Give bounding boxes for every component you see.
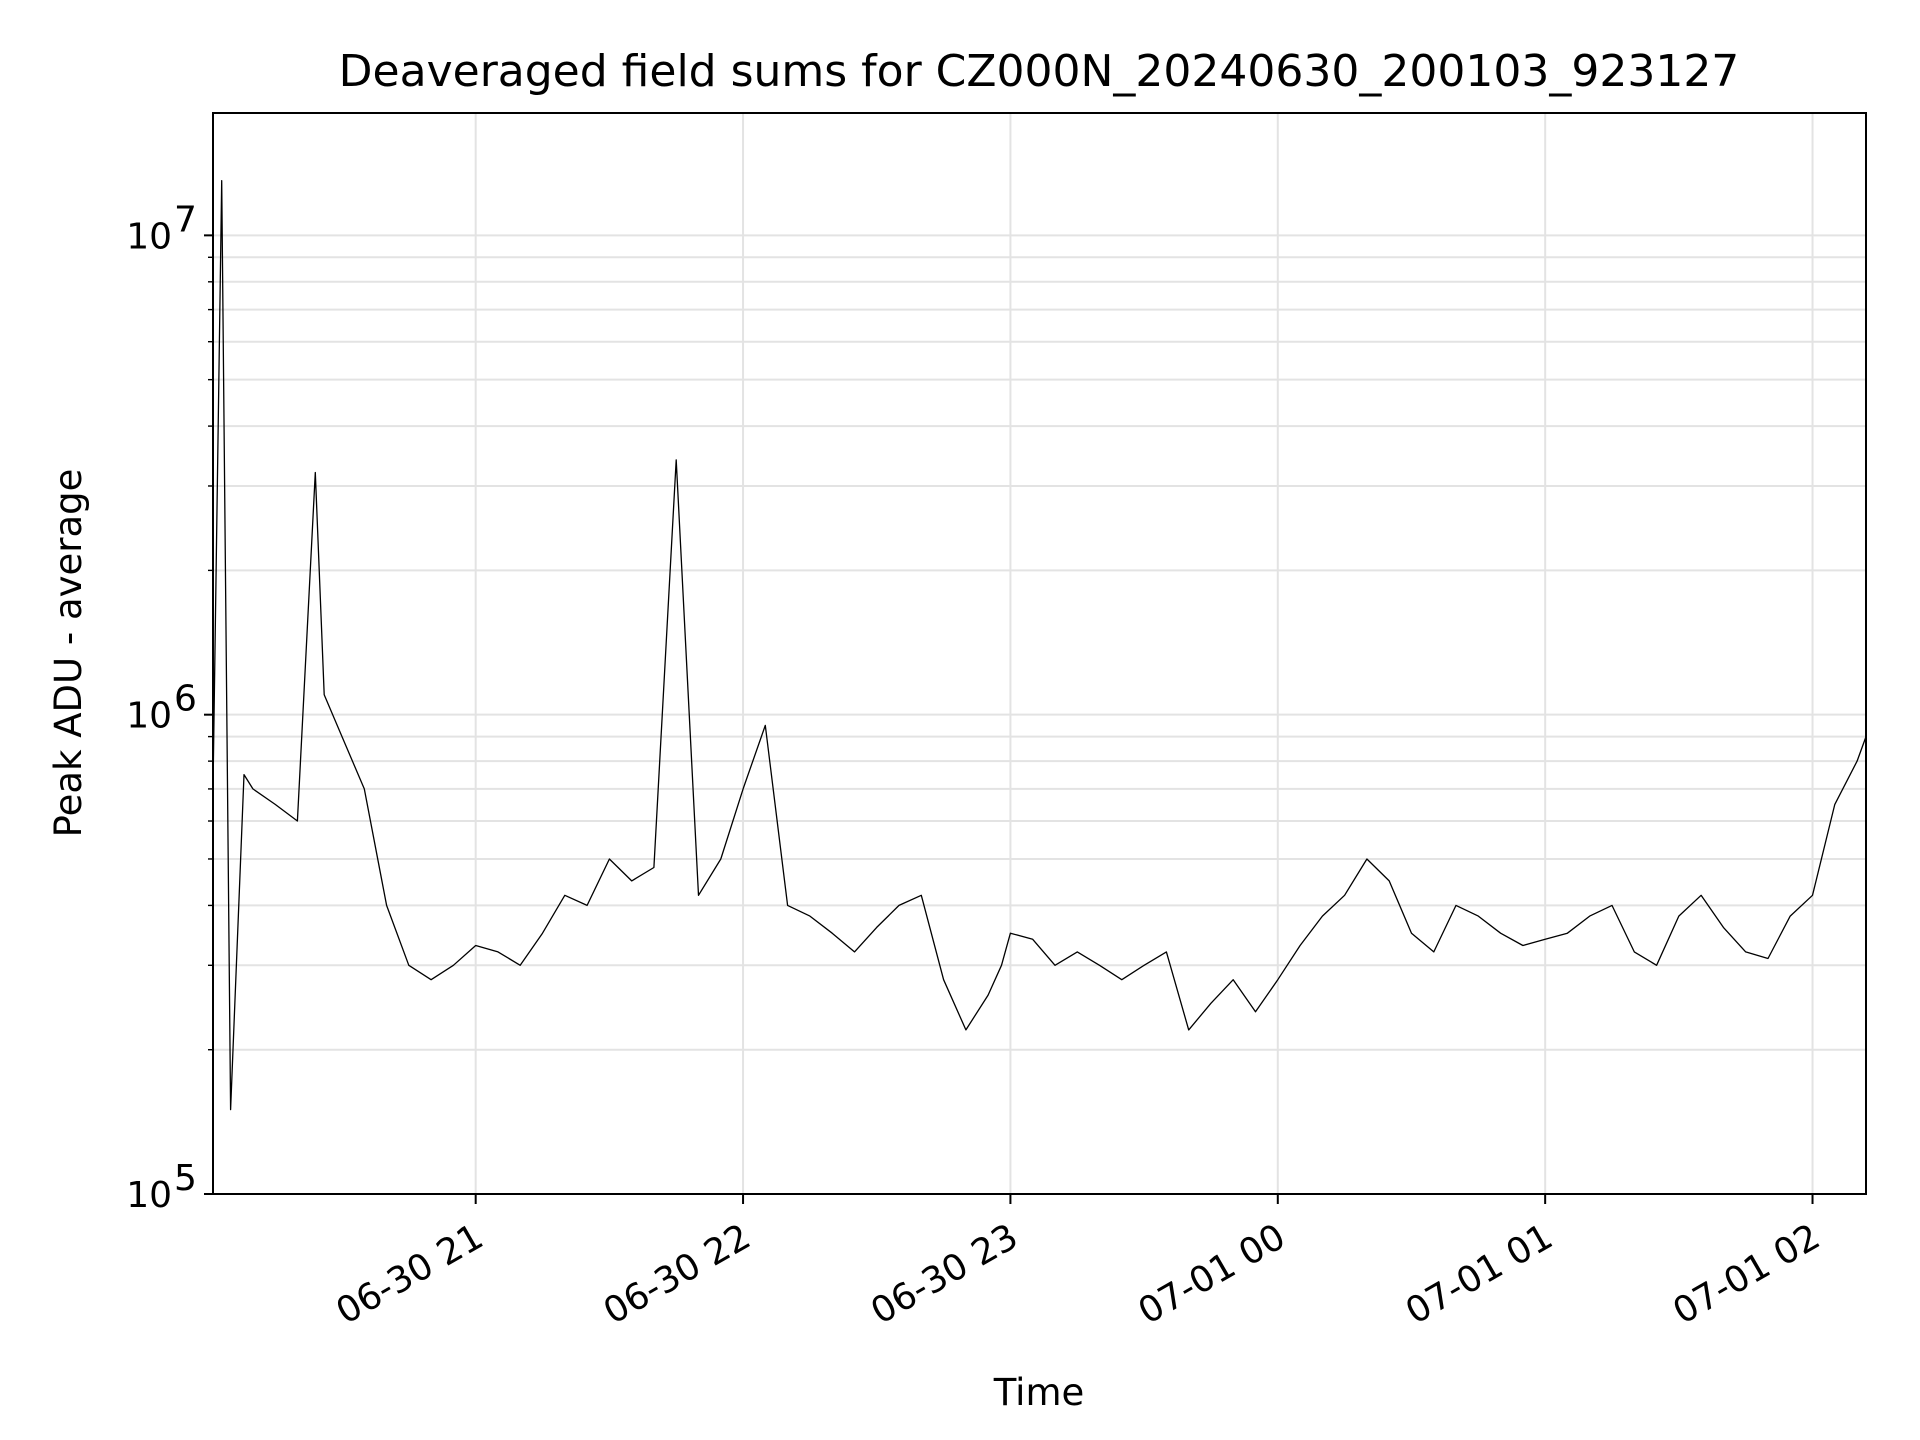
plot-frame — [212, 112, 1867, 1195]
y-tick-label-exponent: 7 — [174, 199, 197, 240]
y-axis-label: Peak ADU - average — [47, 469, 90, 838]
y-tick-label-exponent: 6 — [174, 679, 197, 720]
series-line — [212, 180, 1867, 1111]
y-tick-label-base: 10 — [126, 216, 172, 257]
y-tick-label: 10 5 — [126, 1158, 197, 1216]
series-layer — [212, 180, 1867, 1111]
y-tick-label: 10 6 — [126, 679, 197, 737]
chart-title: Deaveraged field sums for CZ000N_2024063… — [339, 46, 1740, 97]
y-tick-label: 10 7 — [126, 199, 197, 257]
y-tick-label-base: 10 — [126, 1175, 172, 1216]
x-axis-label: Time — [993, 1371, 1085, 1414]
y-tick-label-exponent: 5 — [174, 1158, 197, 1199]
grid — [213, 113, 1866, 1195]
y-tick-label-base: 10 — [126, 696, 172, 737]
